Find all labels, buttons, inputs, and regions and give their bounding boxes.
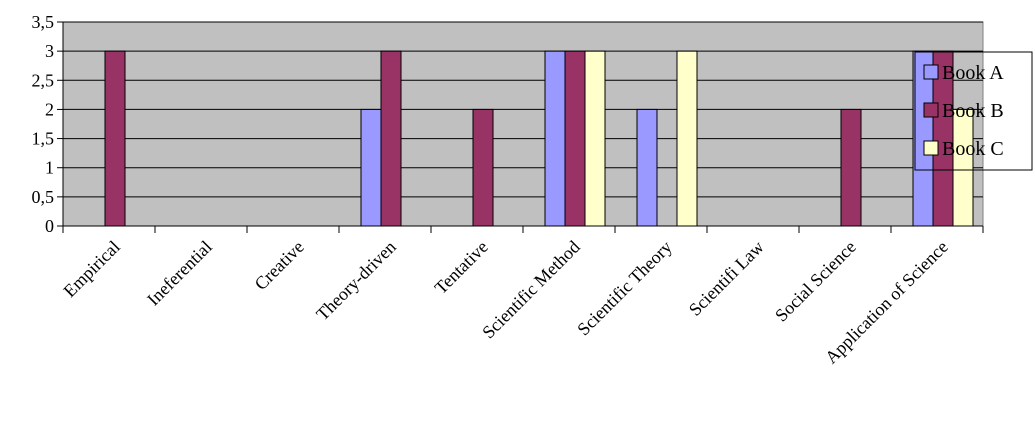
y-tick-label: 2 bbox=[45, 99, 54, 119]
x-tick-label: Social Science bbox=[771, 237, 860, 326]
legend-label: Book C bbox=[942, 138, 1004, 160]
y-tick-label: 3 bbox=[45, 41, 54, 61]
bar-book-b bbox=[380, 50, 402, 227]
legend-box bbox=[914, 51, 1033, 171]
y-axis-ticks: 0 0,5 1 1,5 2 2,5 3 3,5 bbox=[32, 12, 63, 236]
bar-book-c bbox=[584, 50, 606, 227]
bar-book-b bbox=[472, 108, 494, 227]
legend-label: Book B bbox=[942, 100, 1004, 122]
y-tick-label: 1 bbox=[45, 158, 54, 178]
bar-book-a bbox=[636, 108, 658, 227]
x-tick-label: Theory-driven bbox=[312, 237, 400, 325]
x-tick-label: Scientific Theory bbox=[573, 237, 676, 340]
y-tick-label: 2,5 bbox=[32, 70, 55, 90]
legend: Book A Book B Book C bbox=[914, 51, 1033, 171]
y-tick-label: 0,5 bbox=[32, 187, 55, 207]
bars bbox=[104, 50, 974, 227]
bar-book-a bbox=[360, 108, 382, 227]
x-tick-label: Creative bbox=[251, 237, 308, 294]
bar-book-b bbox=[840, 108, 862, 227]
y-tick-label: 1,5 bbox=[32, 129, 55, 149]
bar-book-c bbox=[676, 50, 698, 227]
legend-label: Book A bbox=[942, 62, 1004, 84]
legend-swatch bbox=[923, 102, 939, 118]
x-tick-label: Tentative bbox=[431, 237, 492, 298]
x-axis-ticks: Empirical Ineferential Creative Theory-driv… bbox=[59, 226, 984, 367]
bar-book-a bbox=[544, 50, 566, 227]
y-tick-label: 3,5 bbox=[32, 12, 55, 32]
x-tick-label: Scientific Method bbox=[478, 237, 584, 343]
y-tick-label: 0 bbox=[45, 216, 54, 236]
legend-swatch bbox=[923, 64, 939, 80]
x-tick-label: Empirical bbox=[59, 237, 123, 301]
x-tick-label: Scientifi Law bbox=[685, 237, 768, 320]
bar-book-c bbox=[952, 108, 974, 227]
bar-book-b bbox=[564, 50, 586, 227]
bar-book-b bbox=[104, 50, 126, 227]
plot-area bbox=[62, 21, 984, 227]
gridlines bbox=[63, 21, 983, 198]
legend-swatch bbox=[923, 140, 939, 156]
x-tick-label: Ineferential bbox=[143, 237, 216, 310]
